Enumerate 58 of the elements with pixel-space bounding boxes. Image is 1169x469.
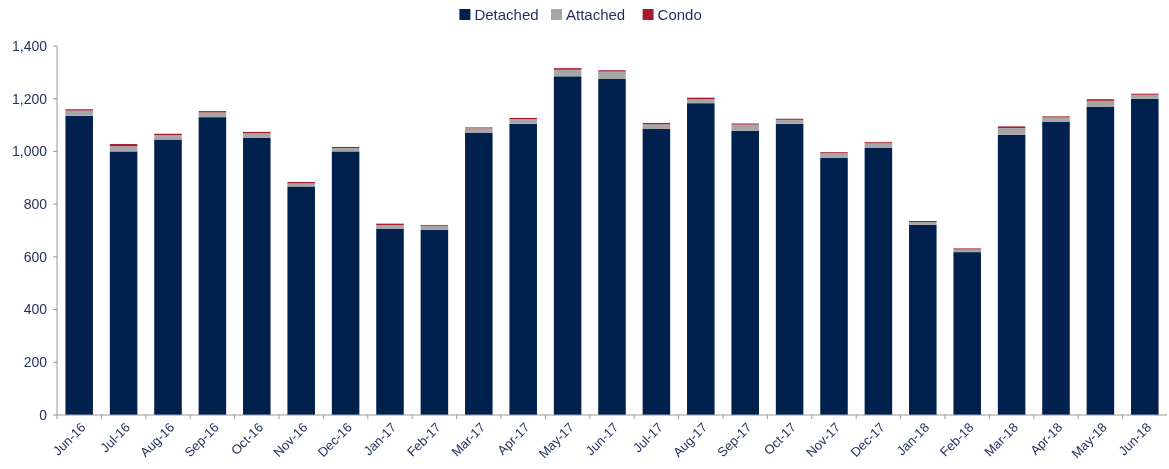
bar — [598, 71, 626, 79]
bar — [198, 112, 227, 118]
bar — [198, 117, 227, 415]
bar — [65, 115, 93, 415]
bar — [420, 229, 449, 415]
legend-label: Detached — [474, 6, 539, 24]
bar — [420, 225, 449, 230]
y-tick-label: 800 — [23, 196, 48, 213]
bar — [775, 123, 804, 415]
bar — [331, 151, 360, 415]
bar — [775, 119, 804, 124]
bar — [598, 78, 626, 415]
legend-label: Attached — [566, 6, 626, 24]
bar — [465, 132, 493, 415]
y-tick-label: 600 — [23, 248, 48, 265]
bar — [864, 148, 893, 415]
bar — [509, 119, 537, 124]
bar — [731, 130, 759, 415]
bar — [909, 224, 937, 415]
bar — [465, 128, 493, 133]
bar — [1131, 94, 1159, 99]
bar — [1042, 117, 1070, 122]
bar — [553, 69, 582, 77]
y-tick-label: 400 — [23, 301, 48, 318]
bar — [109, 151, 138, 415]
bar — [1042, 121, 1070, 415]
bar — [109, 144, 138, 147]
bar — [820, 153, 848, 159]
bar — [1131, 98, 1159, 415]
bar — [65, 110, 93, 116]
bar — [997, 127, 1026, 135]
bar — [109, 146, 138, 152]
bar — [731, 124, 759, 131]
bar — [1086, 106, 1115, 415]
y-tick-label: 1,000 — [11, 143, 48, 160]
bar — [820, 158, 848, 415]
legend-label: Condo — [657, 6, 702, 24]
bar — [1086, 100, 1115, 107]
bar — [509, 123, 537, 415]
bar — [642, 124, 671, 130]
bar — [864, 143, 893, 148]
y-tick-label: 0 — [39, 406, 48, 423]
bar — [243, 137, 271, 415]
bar — [243, 133, 271, 138]
bar — [154, 135, 182, 140]
bar — [687, 103, 715, 415]
bar — [287, 186, 315, 415]
y-tick-label: 1,200 — [11, 90, 48, 107]
bar — [687, 99, 715, 104]
bar — [376, 228, 404, 415]
y-tick-label: 1,400 — [11, 37, 48, 54]
y-tick-label: 200 — [23, 354, 48, 371]
bar — [953, 252, 981, 415]
bar — [154, 139, 182, 415]
bar — [553, 76, 582, 415]
bar — [997, 134, 1026, 415]
bar — [642, 129, 671, 415]
bar — [376, 224, 404, 229]
